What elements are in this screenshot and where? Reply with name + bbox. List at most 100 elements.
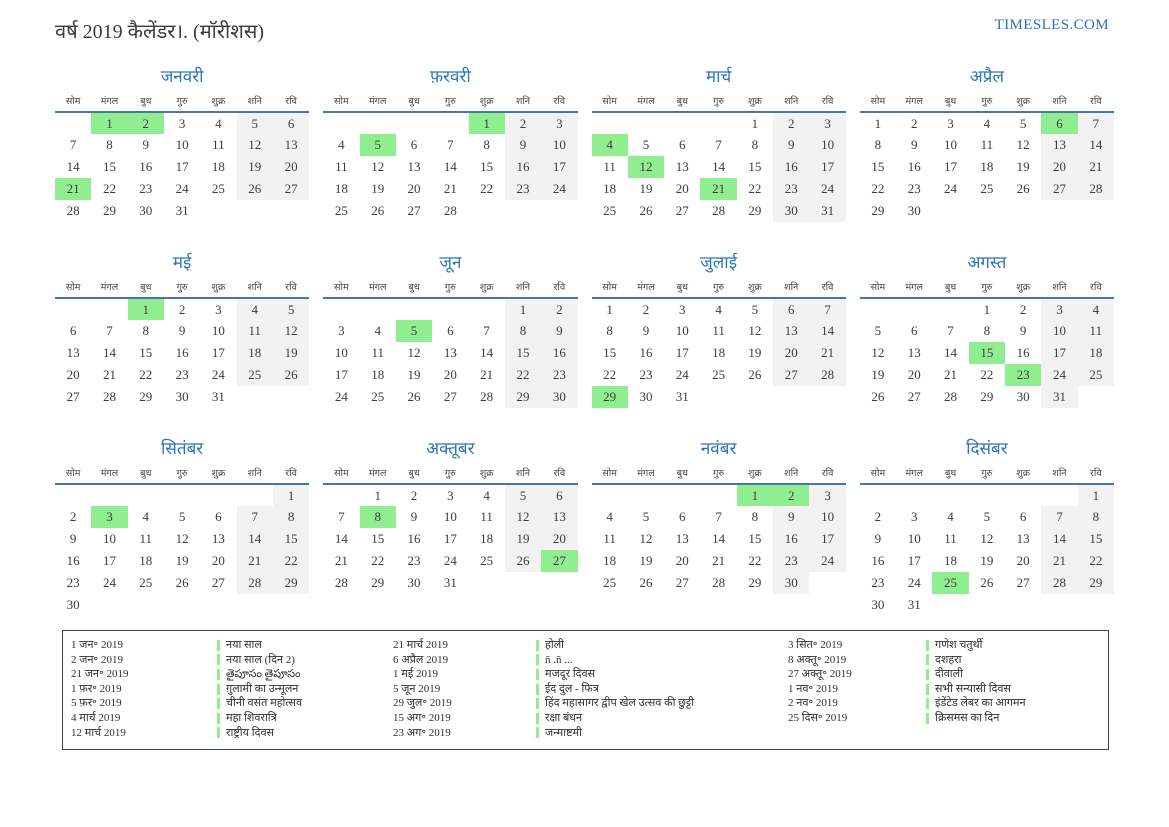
weekday-label: रवि [1077,278,1114,299]
weekday-header-row: सोम मंगल बुध गुरु शुक्र शनि रवि [859,92,1114,113]
day-cell: 7 [1077,112,1114,134]
week-row: 18 19 20 21 22 23 24 [592,550,846,572]
weekday-label: बुध [932,278,969,299]
week-row: 30 31 [860,594,1114,616]
day-cell: 31 [1041,386,1078,408]
legend-date: 23 अग॰ 2019 [393,726,451,739]
empty-cell [1005,200,1041,222]
day-cell: 3 [679,301,686,317]
day-cell: 2 [773,112,810,134]
weekday-label: बुध [127,278,164,299]
day-cell: 17 [675,345,689,360]
day-cell: 18 [211,159,225,174]
day-cell: 20 [1016,553,1030,568]
day-cell: 16 [1016,345,1030,360]
day-cell: 13 [541,506,578,528]
holiday-day-cell: 15 [968,342,1005,364]
month-card-6: जून सोम मंगल बुध गुरु शुक्र शनि रवि 1 2 3 4 5 6 7 8 9 10 1… [323,250,578,425]
legend-name-column: गणेश चतुर्थी दशहरा दीवाली सभी सन्यासी दिवस इ… [926,638,1026,740]
day-cell: 16 [871,553,885,568]
day-cell: 10 [1041,320,1078,342]
day-cell: 15 [748,159,762,174]
day-cell: 8 [142,323,150,338]
day-cell: 2 [410,487,418,503]
day-cell: 3 [947,115,954,131]
day-cell: 8 [483,137,490,152]
week-row: 21 22 23 24 25 26 27 [55,178,310,200]
day-cell: 13 [272,134,310,156]
months-grid: जनवरी सोम मंगल बुध गुरु शुक्र शनि रवि 1 2 3 4 5 6 7 8 9 1… [55,64,1114,616]
day-cell: 11 [712,323,725,338]
day-cell: 4 [947,509,954,524]
day-cell: 26 [236,178,273,200]
week-row: 16 17 18 19 20 21 22 [55,550,310,572]
day-cell: 18 [334,181,348,196]
day-cell: 25 [712,367,726,382]
day-cell: 31 [175,203,189,218]
day-cell: 15 [272,528,310,550]
day-cell: 26 [371,203,385,218]
weekday-label: रवि [809,464,846,485]
day-cell: 23 [407,553,421,568]
empty-cell [128,594,164,616]
day-cell: 26 [980,575,994,590]
week-row: 21 22 23 24 25 26 27 [323,550,578,572]
day-cell: 2 [874,509,882,524]
day-cell: 9 [910,137,918,152]
month-table: सोम मंगल बुध गुरु शुक्र शनि रवि 1 2 3 4 5 6 7 8 9 10 11 12… [859,278,1114,408]
day-cell: 4 [606,509,613,524]
day-cell: 14 [712,531,726,546]
empty-cell [1078,386,1114,408]
day-cell: 7 [715,137,722,152]
weekday-label: शुक्र [200,92,237,113]
empty-cell [860,298,896,320]
weekday-label: बुध [664,92,701,113]
day-cell: 7 [447,137,454,152]
weekday-label: सोम [323,92,360,113]
day-cell: 15 [371,531,385,546]
empty-cell [273,594,309,616]
weekday-label: गुरु [163,278,201,299]
week-row: 28 29 30 31 [55,200,309,222]
weekday-label: सोम [323,464,360,485]
day-cell: 7 [338,509,345,524]
empty-cell [237,386,273,408]
day-cell: 23 [66,575,80,590]
day-cell: 29 [272,572,310,594]
month-card-11: नवंबर सोम मंगल बुध गुरु शुक्र शनि रवि 1 2 3 4 5 6 7 8 9 1… [591,436,846,616]
day-cell: 13 [1041,134,1078,156]
day-cell: 4 [983,115,991,131]
weekday-label: रवि [272,464,310,485]
day-cell: 27 [211,575,225,590]
day-cell: 15 [603,345,617,360]
day-cell: 25 [236,364,273,386]
day-cell: 6 [679,137,686,152]
day-cell: 17 [175,159,189,174]
month-table: सोम मंगल बुध गुरु शुक्र शनि रवि 1 2 3 4 5 6 7 8 9 10 11 12… [55,278,310,408]
month-title: जुलाई [700,253,738,272]
day-cell: 18 [603,181,617,196]
weekday-label: बुध [395,464,433,485]
day-cell: 9 [504,134,542,156]
empty-cell [164,484,200,506]
day-cell: 11 [236,320,273,342]
empty-cell [628,112,664,134]
day-cell: 12 [272,320,310,342]
day-cell: 1 [751,115,759,131]
day-cell: 2 [504,112,542,134]
legend-date: 27 अक्तू॰ 2019 [788,668,852,681]
empty-cell [55,112,91,134]
empty-cell [932,298,968,320]
day-cell: 22 [1077,550,1114,572]
site-link[interactable]: TIMESLES.COM [994,17,1109,33]
day-cell: 8 [751,137,759,152]
legend-holiday-name: रक्षा बंधन [545,711,583,724]
day-cell: 28 [809,364,846,386]
day-cell: 9 [541,320,578,342]
legend-date: 5 फ़र॰ 2019 [71,697,122,710]
day-cell: 14 [1077,134,1114,156]
day-cell: 19 [407,367,421,382]
weekday-label: रवि [272,278,310,299]
